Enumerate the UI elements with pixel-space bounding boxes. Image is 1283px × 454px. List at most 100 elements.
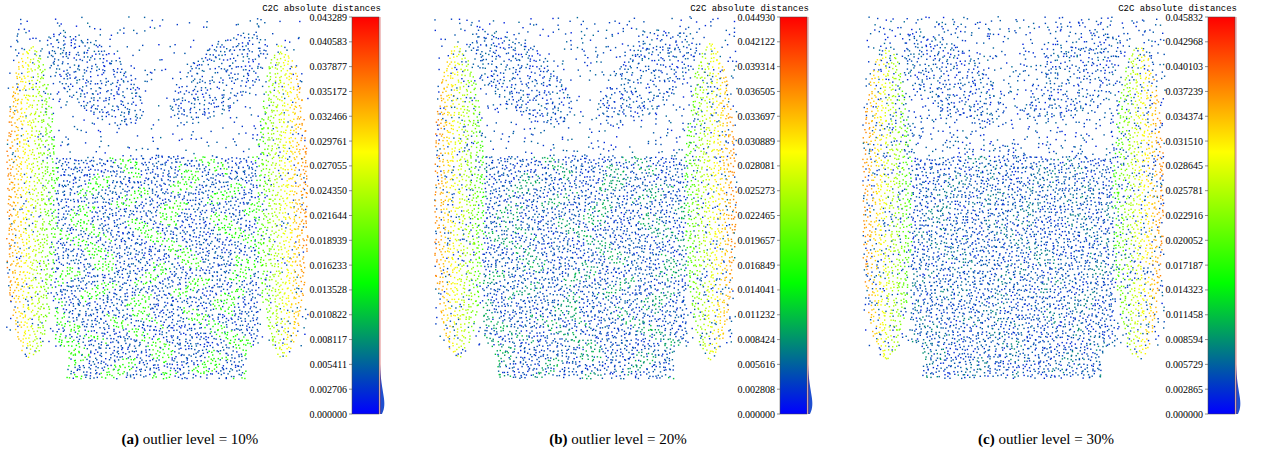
- cloud-point: [177, 174, 178, 175]
- cloud-point: [279, 173, 280, 174]
- cloud-point: [72, 86, 73, 87]
- cloud-point: [161, 59, 162, 60]
- cloud-point: [105, 78, 106, 79]
- cloud-point: [222, 109, 223, 110]
- cloud-point: [153, 141, 154, 142]
- cloud-point: [227, 69, 228, 70]
- cloud-point: [9, 132, 10, 133]
- cloud-point: [128, 16, 129, 17]
- cloud-point: [272, 162, 273, 163]
- cloud-point: [53, 34, 54, 35]
- cloud-point: [288, 61, 289, 62]
- cloud-point: [56, 163, 57, 164]
- cloud-point: [177, 156, 178, 157]
- cloud-point: [17, 119, 18, 120]
- cloud-point: [39, 40, 40, 41]
- cloud-point: [101, 171, 102, 172]
- cloud-point: [50, 126, 51, 127]
- cloud-point: [90, 76, 91, 77]
- cloud-point: [21, 176, 22, 177]
- cloud-point: [63, 40, 64, 41]
- cloud-point: [86, 105, 87, 106]
- cloud-point: [40, 58, 41, 59]
- cloud-point: [94, 28, 95, 29]
- cloud-point: [263, 134, 264, 135]
- cloud-point: [89, 161, 90, 162]
- cloud-point: [154, 165, 155, 166]
- cloud-point: [53, 83, 54, 84]
- cloud-point: [241, 66, 242, 67]
- cloud-point: [201, 64, 202, 65]
- cloud-point: [268, 145, 269, 146]
- cloud-point: [301, 137, 302, 138]
- cloud-point: [268, 153, 269, 154]
- cloud-point: [101, 159, 102, 160]
- cloud-point: [31, 47, 32, 48]
- cloud-point: [68, 167, 69, 168]
- cloud-point: [249, 93, 250, 94]
- cloud-point: [21, 99, 22, 100]
- cloud-point: [111, 89, 112, 90]
- cloud-point: [136, 164, 137, 165]
- cloud-point: [296, 149, 297, 150]
- cloud-point: [26, 95, 27, 96]
- cloud-point: [14, 131, 15, 132]
- cloud-point: [240, 35, 241, 36]
- cloud-point: [272, 83, 273, 84]
- cloud-point: [266, 165, 267, 166]
- cloud-point: [130, 118, 131, 119]
- cloud-point: [124, 112, 125, 113]
- cloud-point: [274, 143, 275, 144]
- cloud-point: [209, 163, 210, 164]
- cloud-point: [40, 147, 41, 148]
- cloud-point: [131, 65, 132, 66]
- cloud-point: [244, 173, 245, 174]
- cloud-point: [53, 148, 54, 149]
- cloud-point: [97, 46, 98, 47]
- cloud-point: [280, 139, 281, 140]
- cloud-point: [208, 64, 209, 65]
- cloud-point: [103, 58, 104, 59]
- cloud-point: [295, 73, 296, 74]
- cloud-point: [248, 37, 249, 38]
- cloud-point: [108, 114, 109, 115]
- cloud-point: [274, 87, 275, 88]
- cloud-point: [208, 174, 209, 175]
- cloud-point: [18, 130, 19, 131]
- cloud-point: [15, 93, 16, 94]
- cloud-point: [289, 142, 290, 143]
- cloud-point: [181, 86, 182, 87]
- cloud-point: [62, 61, 63, 62]
- cloud-point: [213, 54, 214, 55]
- cloud-point: [280, 58, 281, 59]
- cloud-point: [202, 80, 203, 81]
- cloud-point: [273, 128, 274, 129]
- cloud-point: [275, 81, 276, 82]
- cloud-point: [230, 49, 231, 50]
- cloud-point: [292, 67, 293, 68]
- cloud-point: [165, 69, 166, 70]
- cloud-point: [234, 141, 235, 142]
- cloud-point: [55, 53, 56, 54]
- cloud-point: [51, 65, 52, 66]
- cloud-point: [172, 110, 173, 111]
- cloud-point: [104, 70, 105, 71]
- cloud-point: [277, 73, 278, 74]
- cloud-point: [245, 66, 246, 67]
- cloud-point: [296, 132, 297, 133]
- cloud-point: [237, 45, 238, 46]
- cloud-point: [16, 168, 17, 169]
- cloud-point: [144, 30, 145, 31]
- cloud-point: [24, 95, 25, 96]
- cloud-point: [270, 120, 271, 121]
- cloud-point: [114, 98, 115, 99]
- cloud-point: [53, 170, 54, 171]
- cloud-point: [47, 40, 48, 41]
- cloud-point: [52, 167, 53, 168]
- cloud-point: [90, 169, 91, 170]
- cloud-point: [158, 105, 159, 106]
- cloud-point: [232, 77, 233, 78]
- cloud-point: [26, 173, 27, 174]
- cloud-point: [300, 140, 301, 141]
- cloud-point: [63, 78, 64, 79]
